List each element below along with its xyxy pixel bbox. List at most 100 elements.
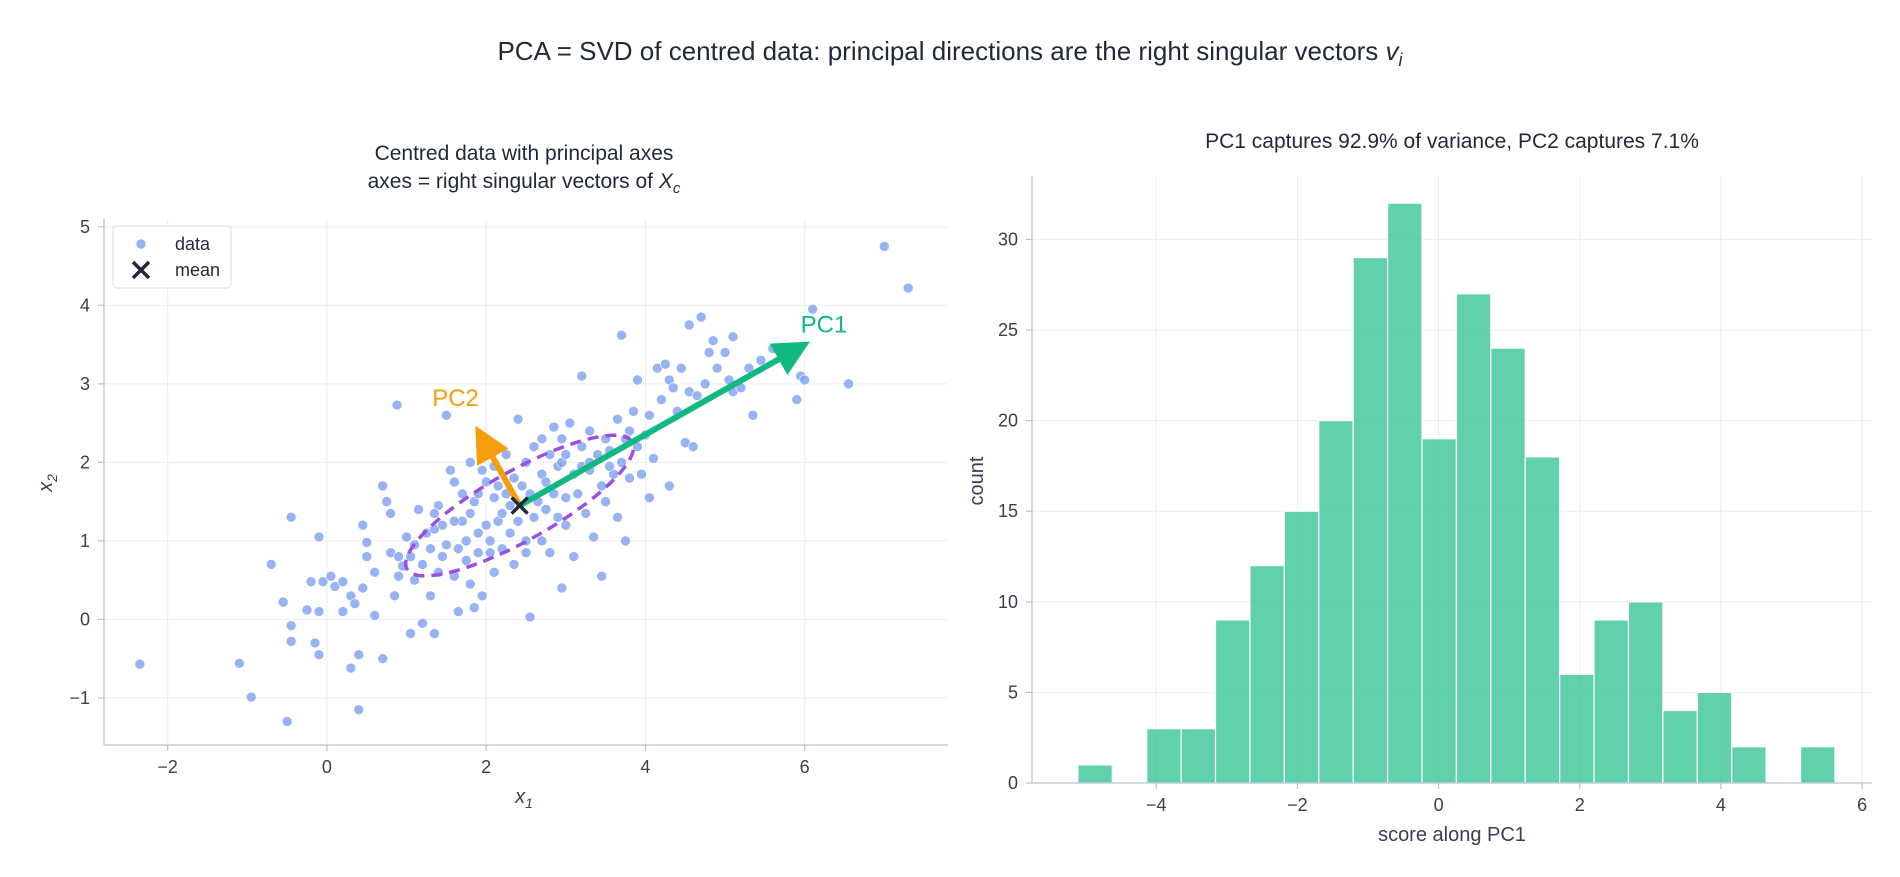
data-point	[285, 636, 297, 647]
data-point	[596, 570, 607, 582]
data-point	[536, 535, 548, 547]
data-point	[429, 628, 440, 639]
legend-mean-label: mean	[175, 260, 220, 280]
data-point	[453, 606, 464, 617]
data-point	[285, 512, 297, 523]
data-point	[556, 582, 568, 594]
data-point	[747, 409, 759, 421]
data-point	[349, 598, 361, 609]
data-point	[556, 433, 568, 445]
data-point	[508, 559, 520, 570]
data-point	[369, 610, 381, 621]
data-point	[464, 508, 476, 519]
data-point	[134, 658, 146, 670]
histogram-bar	[1593, 619, 1630, 784]
scatter-xlabel-subscript: 1	[525, 795, 533, 811]
data-point	[492, 480, 504, 492]
data-point	[357, 582, 369, 594]
scatter-points	[134, 241, 914, 727]
data-point	[572, 488, 584, 500]
histogram-xtick-label: 4	[1716, 795, 1726, 815]
histogram-ytick-label: 0	[1008, 773, 1018, 793]
data-point	[413, 504, 424, 515]
data-point	[560, 519, 572, 531]
pc2-arrow	[475, 425, 523, 508]
histogram-ylabel: count	[966, 456, 988, 505]
data-point	[385, 508, 396, 519]
data-point	[345, 662, 357, 674]
histogram-xtick-label: −2	[1287, 795, 1308, 815]
data-point	[464, 578, 476, 590]
data-point	[540, 476, 552, 488]
scatter-ytick-label: −1	[69, 688, 90, 708]
data-point	[691, 390, 703, 401]
data-point	[703, 347, 715, 358]
data-point	[393, 551, 404, 562]
data-point	[612, 413, 623, 425]
data-point	[528, 512, 540, 523]
histogram-bar	[1490, 347, 1526, 784]
data-point	[381, 496, 392, 507]
data-point	[612, 512, 623, 523]
data-point	[564, 417, 576, 429]
histogram-bar	[1249, 564, 1285, 784]
data-point	[281, 716, 293, 727]
legend-data-swatch	[135, 238, 147, 250]
data-point	[480, 519, 492, 531]
histogram-bar	[1283, 510, 1320, 784]
data-point	[377, 480, 388, 492]
data-point	[516, 480, 528, 492]
data-point	[576, 370, 588, 382]
scatter-xtick-label: 4	[640, 757, 650, 777]
data-point	[309, 637, 321, 649]
data-point	[584, 425, 595, 437]
data-point	[520, 547, 532, 558]
data-point	[301, 604, 313, 616]
data-point	[441, 539, 452, 551]
data-point	[560, 492, 572, 504]
data-point	[536, 433, 548, 445]
data-point	[699, 378, 711, 390]
data-point	[660, 358, 671, 370]
data-point	[504, 527, 516, 539]
histogram-panel: −4 −2 0 2 4 6 0 5 10 15 20 25 30 PC1 captures 92.9% …	[966, 130, 1872, 846]
pc2-label: PC2	[432, 385, 479, 412]
data-point	[437, 551, 448, 562]
scatter-axes	[103, 219, 948, 746]
data-point	[552, 512, 564, 523]
data-point	[488, 492, 500, 504]
data-point	[476, 464, 488, 476]
data-point	[425, 543, 436, 555]
data-point	[508, 472, 520, 484]
histogram-bar	[1731, 746, 1767, 784]
data-point	[628, 406, 639, 417]
data-point	[425, 590, 436, 602]
data-point	[540, 504, 552, 515]
data-point	[504, 500, 516, 511]
data-point	[687, 441, 699, 452]
data-point	[675, 362, 687, 374]
histogram-bar	[1662, 709, 1698, 784]
scatter-xlabel: x1	[514, 786, 533, 811]
figure-title: PCA = SVD of centred data: principal dir…	[497, 36, 1403, 70]
data-point	[460, 535, 472, 547]
histogram-bar	[1146, 728, 1182, 784]
data-point	[528, 441, 540, 452]
data-point	[453, 543, 464, 555]
scatter-title-line2-symbol: X	[658, 170, 674, 193]
scatter-ytick-label: 5	[80, 217, 90, 237]
pc1-arrow	[518, 341, 810, 509]
data-point	[843, 378, 854, 390]
scatter-xtick-label: 2	[481, 757, 491, 777]
data-point	[719, 347, 731, 358]
scatter-title-line2-subscript: c	[673, 180, 681, 197]
data-point	[644, 492, 655, 504]
histogram-ytick-label: 25	[998, 320, 1018, 340]
histogram-bar	[1799, 746, 1836, 784]
data-point	[472, 527, 484, 539]
histogram-xtick-label: 6	[1857, 795, 1867, 815]
data-point	[337, 606, 349, 617]
data-point	[624, 472, 635, 484]
histogram-ytick-label: 30	[998, 229, 1018, 249]
data-point	[305, 576, 317, 588]
